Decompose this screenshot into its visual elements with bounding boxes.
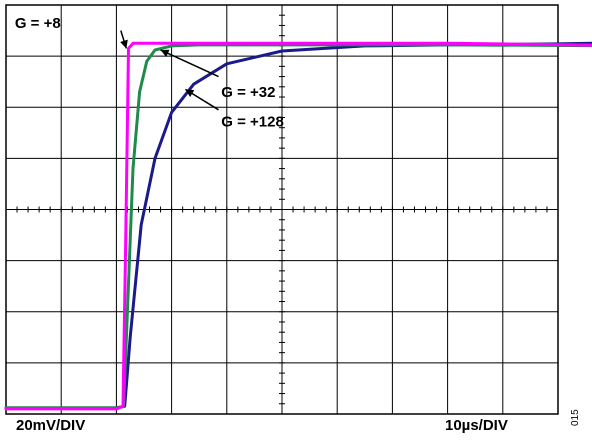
annotation-g-128-arrow-head	[185, 89, 195, 97]
annotation-g-32-label: G = +32	[221, 84, 275, 101]
chart-grid	[5, 4, 559, 415]
trace-g-8	[4, 41, 592, 411]
x-scale-label: 10µs/DIV	[445, 417, 508, 434]
trace-g-32	[4, 43, 592, 410]
figure-id: 015	[570, 409, 581, 426]
chart-traces	[4, 41, 592, 411]
annotation-g-8-arrow-head	[120, 39, 128, 49]
annotation-g-128-label: G = +128	[221, 114, 284, 131]
annotation-g-32-arrow-head	[160, 49, 170, 57]
chart-annotations: G = +8 G = +32 G = +128	[15, 15, 284, 131]
trace-g-128	[4, 41, 592, 410]
y-scale-label: 20mV/DIV	[16, 417, 85, 434]
plot-frame	[5, 4, 559, 415]
annotation-g-8-label: G = +8	[15, 15, 61, 32]
annotation-g-32-arrow-line	[160, 49, 219, 78]
